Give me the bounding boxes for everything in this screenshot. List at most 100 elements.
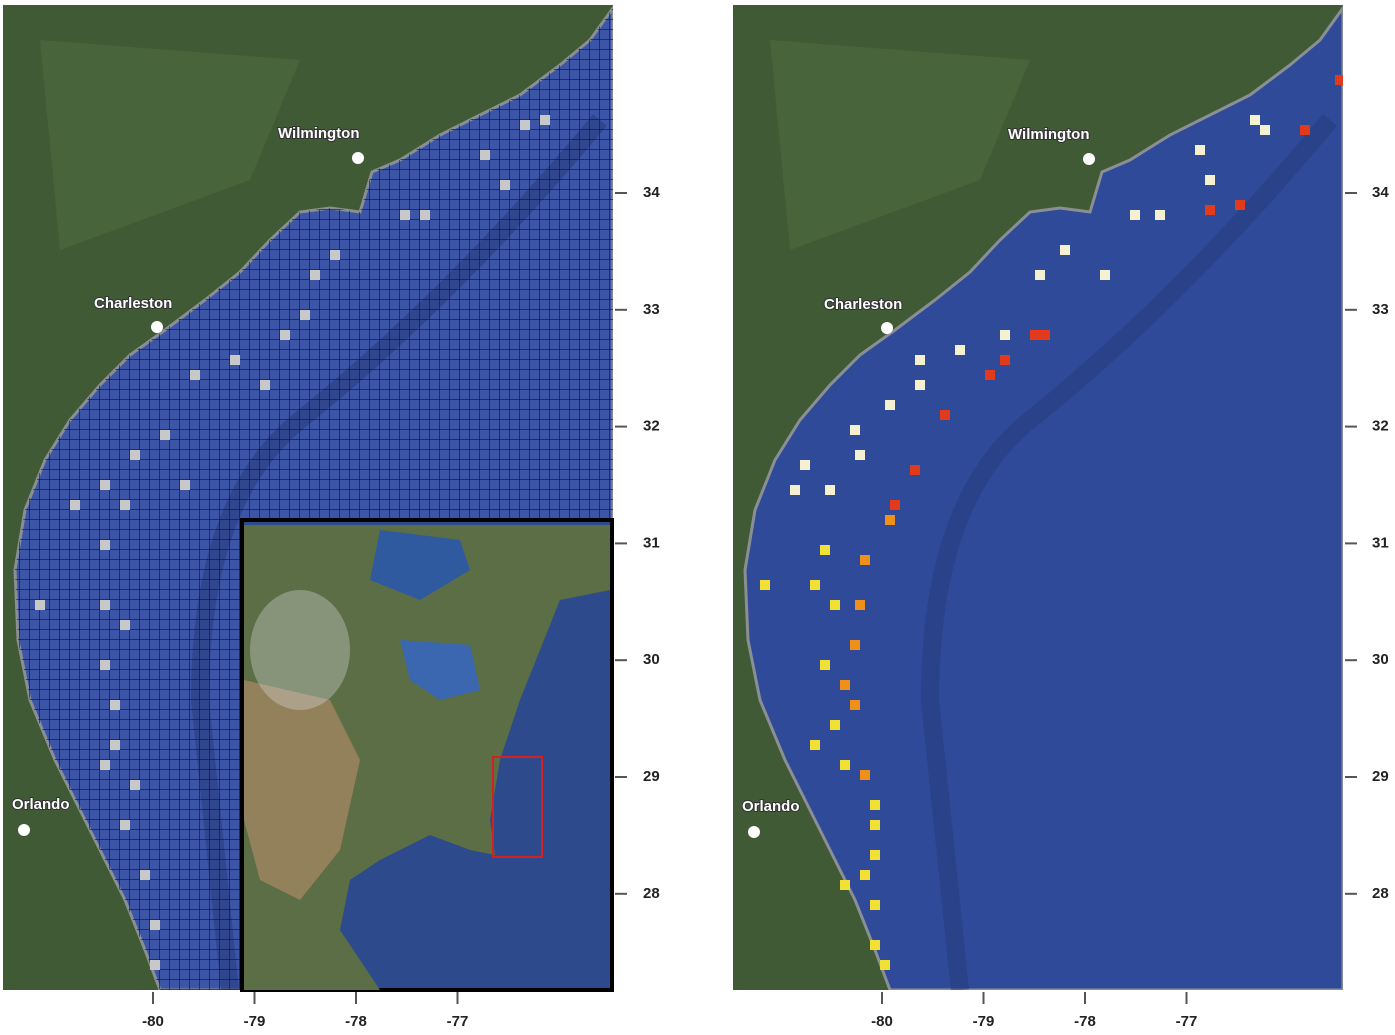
inset-land	[244, 525, 610, 990]
occupied-cell	[260, 380, 270, 390]
occupied-cell	[130, 450, 140, 460]
occupied-cell	[820, 545, 830, 555]
occupied-cell	[850, 425, 860, 435]
occupied-cell	[790, 485, 800, 495]
occupied-cell	[1040, 330, 1050, 340]
occupied-cell	[855, 450, 865, 460]
occupied-cell	[1000, 330, 1010, 340]
occupied-cell	[520, 120, 530, 130]
city-label: Orlando	[12, 796, 70, 813]
occupied-cell	[1205, 175, 1215, 185]
lat-tick-label: 30	[643, 651, 660, 668]
inset-desert	[244, 680, 360, 900]
occupied-cell	[860, 770, 870, 780]
city-label: Wilmington	[278, 125, 360, 142]
occupied-cell	[100, 660, 110, 670]
occupied-cell	[1260, 125, 1270, 135]
lat-tick-label: 34	[643, 184, 660, 201]
occupied-cell	[310, 270, 320, 280]
shelf-edge	[920, 114, 1337, 990]
occupied-cell	[1060, 245, 1070, 255]
occupied-cell	[190, 370, 200, 380]
inset-bay	[370, 530, 470, 600]
occupied-cell	[840, 680, 850, 690]
inset-lakes	[400, 640, 480, 700]
occupied-cell	[230, 355, 240, 365]
map-panel-right	[733, 5, 1343, 990]
lon-tick-label: -80	[142, 1013, 164, 1030]
lat-tick-label: 31	[643, 534, 660, 551]
lat-tick-label: 28	[643, 885, 660, 902]
city-label: Charleston	[94, 295, 172, 312]
occupied-cell	[120, 500, 130, 510]
occupied-cell	[400, 210, 410, 220]
lat-tick-label: 28	[1372, 885, 1389, 902]
city-label: Orlando	[742, 798, 800, 815]
lon-tick-label: -77	[1176, 1013, 1198, 1030]
lat-tick-label: 32	[643, 418, 660, 435]
lat-tick-label: 33	[1372, 301, 1389, 318]
lat-tick-label: 30	[1372, 651, 1389, 668]
occupied-cell	[100, 600, 110, 610]
occupied-cell	[860, 555, 870, 565]
ocean	[743, 5, 1343, 990]
occupied-cell	[1195, 145, 1205, 155]
occupied-cell	[870, 850, 880, 860]
occupied-cell	[915, 355, 925, 365]
inset-map	[240, 518, 614, 992]
occupied-cell	[840, 880, 850, 890]
occupied-cell	[1130, 210, 1140, 220]
lon-tick-label: -77	[447, 1013, 469, 1030]
lon-tick-label: -78	[1074, 1013, 1096, 1030]
city-dot	[151, 321, 163, 333]
occupied-cell	[500, 180, 510, 190]
occupied-cell	[885, 400, 895, 410]
occupied-cell	[100, 480, 110, 490]
occupied-cell	[150, 920, 160, 930]
occupied-cell	[160, 430, 170, 440]
occupied-cell	[860, 870, 870, 880]
occupied-cell	[885, 515, 895, 525]
inset-study-area	[492, 756, 543, 858]
occupied-cell	[540, 115, 550, 125]
occupied-cell	[35, 600, 45, 610]
occupied-cell	[870, 800, 880, 810]
occupied-cell	[70, 500, 80, 510]
city-labels: Wilmington Charleston Orlando Wilmington…	[11, 124, 1095, 838]
occupied-cell	[830, 720, 840, 730]
occupied-cell	[100, 760, 110, 770]
occupied-cell	[955, 345, 965, 355]
city-dot	[1083, 153, 1095, 165]
occupied-cell	[820, 660, 830, 670]
lat-tick-label: 29	[1372, 768, 1389, 785]
occupied-cell	[890, 500, 900, 510]
lon-tick-label: -79	[973, 1013, 995, 1030]
occupied-cell	[480, 150, 490, 160]
occupied-cell	[180, 480, 190, 490]
occupied-cell	[150, 960, 160, 970]
occupied-cell	[420, 210, 430, 220]
occupied-cell	[100, 540, 110, 550]
lat-tick-label: 29	[643, 768, 660, 785]
land-texture	[40, 40, 300, 250]
occupied-cell	[870, 820, 880, 830]
city-dot	[748, 826, 760, 838]
lon-tick-label: -80	[871, 1013, 893, 1030]
occupied-cell	[870, 940, 880, 950]
axes: 28 29 30 31 32 33 34 -80 -79 -78 -77 28 29 30 31 32 33 34…	[142, 184, 1389, 1030]
occupied-cell	[910, 465, 920, 475]
occupied-cell	[1300, 125, 1310, 135]
occupied-cell	[985, 370, 995, 380]
lat-tick-label: 32	[1372, 418, 1389, 435]
occupied-cell	[1035, 270, 1045, 280]
lat-tick-label: 31	[1372, 534, 1389, 551]
occupied-cell	[870, 900, 880, 910]
occupied-cell	[830, 600, 840, 610]
land-texture	[770, 40, 1030, 250]
occupied-cell	[880, 960, 890, 970]
occupied-cell	[810, 740, 820, 750]
inset-cloud	[250, 590, 350, 710]
occupied-cell	[1205, 205, 1215, 215]
occupied-cell	[300, 310, 310, 320]
